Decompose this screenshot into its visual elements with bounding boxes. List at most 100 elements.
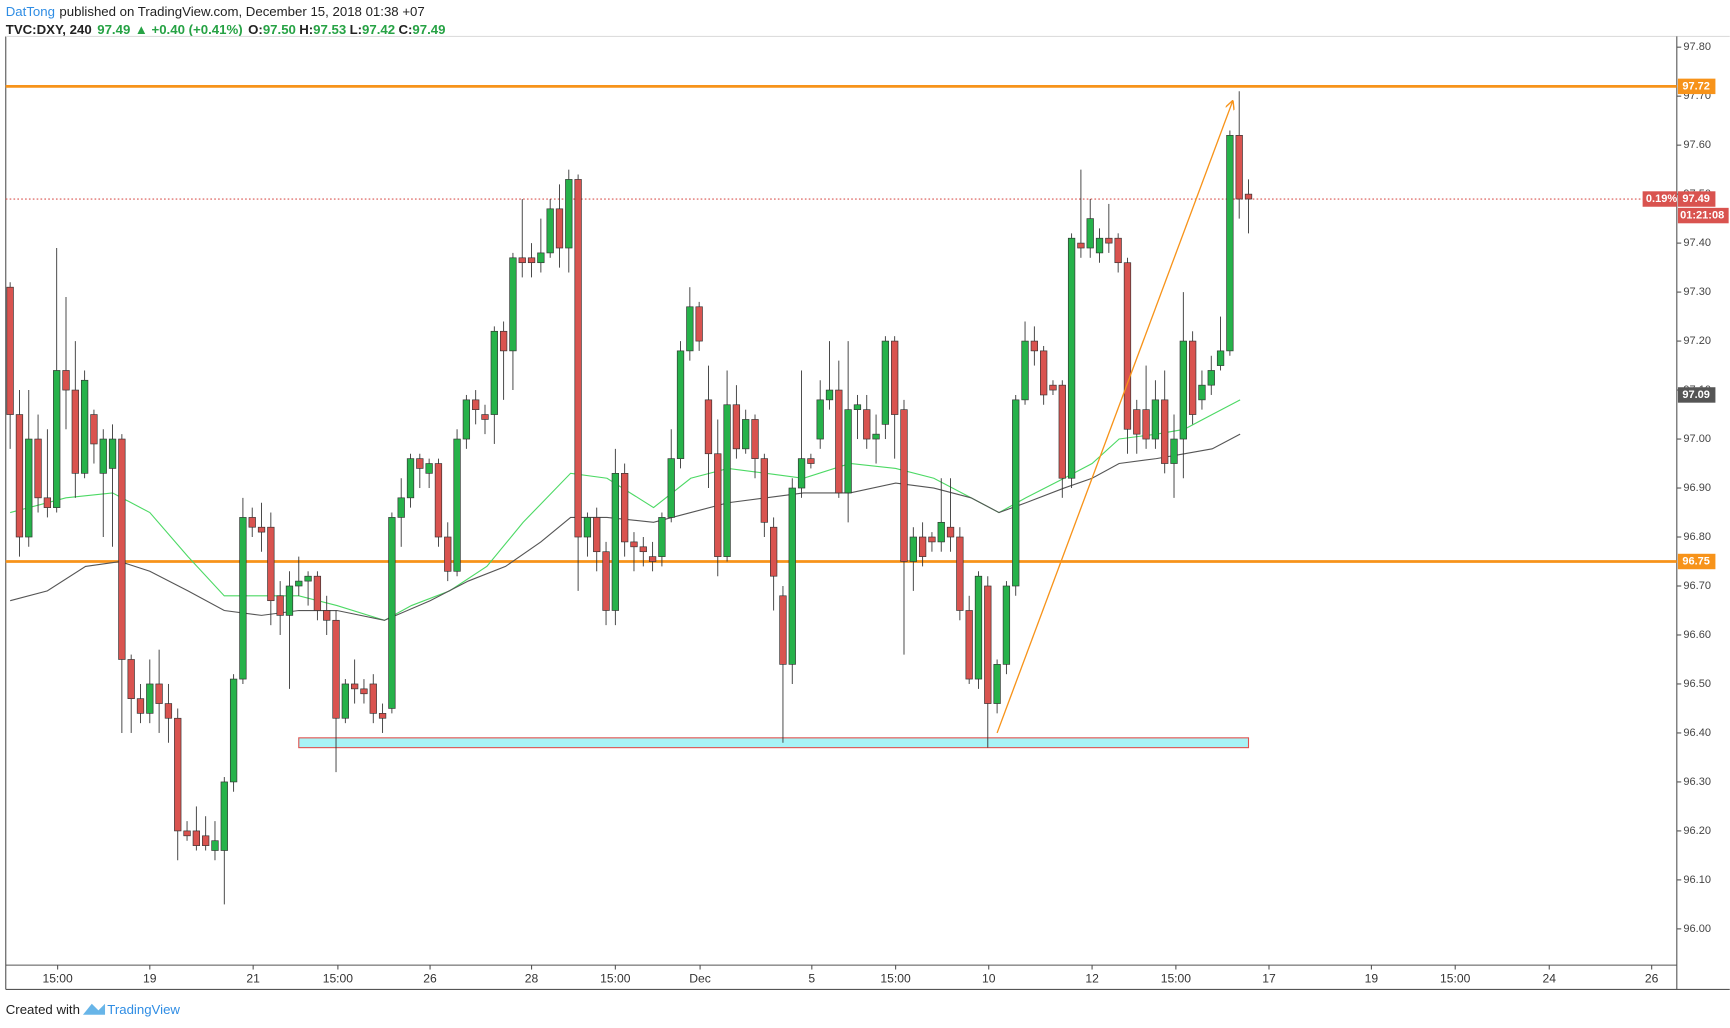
candle-body (1170, 438, 1178, 464)
author[interactable]: DatTong (6, 4, 55, 19)
x-tick-label: 19 (1365, 972, 1379, 986)
candle-body (686, 306, 694, 352)
price-badge-label: 96.75 (1682, 555, 1710, 567)
candle-body (71, 389, 79, 474)
candle (630, 532, 638, 572)
candle (714, 419, 722, 577)
candle-body (90, 414, 98, 445)
candle (490, 326, 498, 444)
y-tick-label: 96.60 (1683, 629, 1711, 641)
candle-body (928, 536, 936, 543)
y-tick-label: 96.80 (1683, 531, 1711, 543)
footer-logo (82, 1003, 106, 1015)
candle-body (127, 659, 135, 699)
candle-body (742, 419, 750, 450)
x-tick-label: 5 (808, 972, 815, 986)
footer-brand[interactable]: TradingView (107, 1002, 180, 1017)
candle (621, 463, 629, 557)
candle (704, 365, 713, 489)
candle (1077, 169, 1085, 258)
candle (863, 394, 871, 449)
candle (583, 512, 592, 557)
support-zone (298, 737, 1250, 749)
candle-body (1105, 237, 1113, 244)
y-tick-label: 97.40 (1683, 237, 1711, 249)
candle (62, 296, 70, 430)
candle-body (891, 340, 899, 415)
candle (1170, 414, 1178, 498)
candle (202, 816, 210, 851)
candle (6, 282, 14, 449)
candle-body (1142, 409, 1150, 440)
candle-body (835, 389, 843, 494)
candle-body (444, 536, 452, 572)
candle (546, 199, 554, 258)
candle (406, 453, 415, 508)
candle (1095, 228, 1104, 263)
candle-body (1161, 399, 1169, 464)
candle-body (43, 497, 52, 508)
candle-body (351, 683, 359, 690)
candle (229, 674, 238, 792)
x-tick-label: 21 (246, 972, 260, 986)
candle (918, 522, 927, 567)
candle-body (220, 781, 228, 851)
price-badge (1677, 78, 1716, 95)
candle-body (164, 703, 173, 719)
y-tick-label: 96.50 (1683, 678, 1711, 690)
x-tick-label: 15:00 (323, 972, 354, 986)
candle-body (732, 404, 741, 450)
candle (108, 424, 117, 547)
candle (518, 199, 526, 278)
candle-body (984, 585, 992, 704)
candle-body (34, 438, 42, 499)
candle-body (1198, 384, 1206, 401)
candle-body (621, 473, 629, 543)
candle (174, 708, 182, 861)
candle-body (1012, 399, 1020, 587)
candle (25, 390, 33, 547)
candle-body (304, 575, 312, 582)
x-tick-label: 15:00 (880, 972, 911, 986)
candle (1133, 399, 1141, 454)
candle (1114, 233, 1122, 273)
candle-body (611, 473, 619, 611)
candle-body (1151, 399, 1160, 440)
candle (1105, 203, 1113, 253)
countdown-badge (1677, 207, 1729, 224)
candle (416, 453, 424, 489)
candle (80, 370, 89, 479)
candle (1030, 326, 1038, 366)
candle (676, 341, 685, 469)
candle-body (397, 497, 405, 518)
candle (974, 571, 983, 689)
candle (993, 659, 1001, 714)
candle (909, 527, 917, 591)
candle (304, 571, 312, 606)
price-badge (1677, 387, 1716, 403)
candle-body (1030, 340, 1038, 352)
candle (760, 453, 768, 538)
candle (844, 341, 852, 523)
candle (928, 532, 936, 552)
x-tick-label: 26 (1645, 972, 1659, 986)
x-tick-label: 24 (1543, 972, 1557, 986)
candle (1049, 380, 1057, 395)
candle-body (1077, 242, 1085, 249)
candle-body (537, 252, 545, 264)
candle-body (881, 340, 890, 425)
o-label: O: (248, 21, 263, 36)
candle-body (816, 399, 824, 440)
change-badge (1642, 191, 1677, 207)
candle-body (714, 453, 722, 557)
x-tick-label: 10 (982, 972, 996, 986)
candle (1207, 355, 1215, 395)
candle (499, 321, 508, 400)
candle (1179, 292, 1187, 479)
candle (667, 429, 675, 523)
candle (53, 248, 61, 513)
candle-body (509, 257, 517, 352)
candle-body (1244, 193, 1253, 200)
candle (481, 404, 489, 435)
candle-body (965, 610, 973, 680)
